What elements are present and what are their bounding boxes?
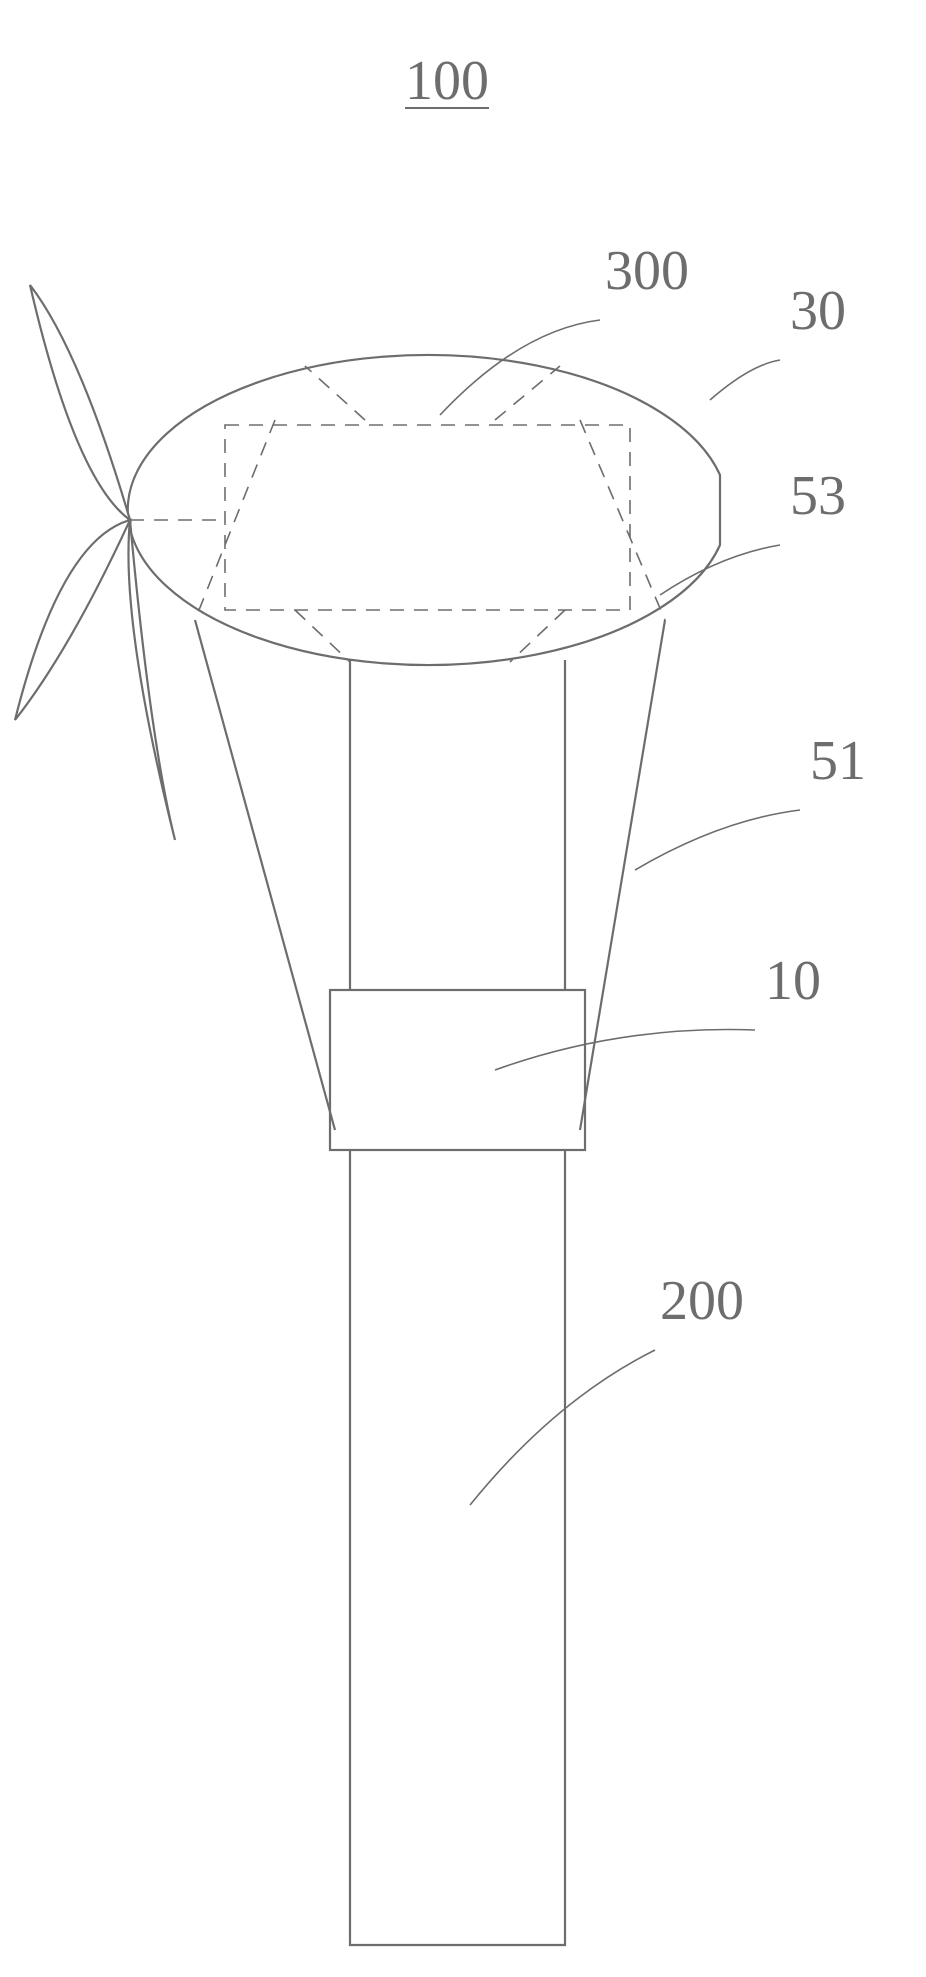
label-51: 51 bbox=[810, 729, 866, 793]
label-200: 200 bbox=[660, 1269, 744, 1333]
label-10: 10 bbox=[765, 949, 821, 1013]
label-30: 30 bbox=[790, 279, 846, 343]
figure-title-text: 100 bbox=[405, 50, 489, 112]
figure-title: 100 bbox=[405, 49, 489, 113]
label-53: 53 bbox=[790, 464, 846, 528]
label-300: 300 bbox=[605, 239, 689, 303]
